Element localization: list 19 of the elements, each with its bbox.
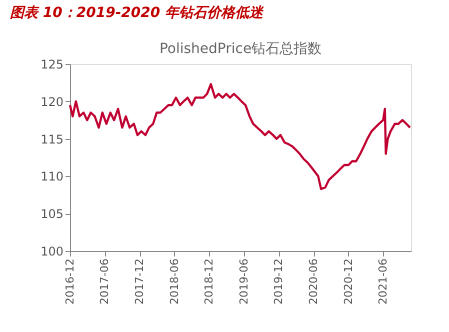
line-series: [68, 83, 412, 190]
x-tick-label: 2017-06: [98, 258, 112, 304]
x-tick-label: 2019-12: [272, 258, 286, 304]
y-tick-label: 115: [40, 132, 64, 146]
y-tick-label: 100: [40, 244, 64, 258]
x-tick-label: 2016-12: [64, 258, 76, 304]
y-tick-label: 125: [40, 58, 64, 72]
y-tick-label: 120: [40, 94, 64, 109]
y-tick-label: 105: [40, 207, 64, 222]
y-tick-label: 110: [40, 170, 64, 184]
x-tick-label: 2020-06: [307, 258, 320, 304]
x-tick-label: 2019-06: [237, 258, 250, 304]
x-tick-label: 2018-06: [168, 258, 181, 304]
x-tick-label: 2020-12: [342, 258, 355, 304]
chart-title: 图表 10：2019-2020 年钻石价格低迷: [10, 5, 264, 21]
x-tick-label: 2021-06: [376, 258, 390, 304]
x-tick-label: 2018-12: [202, 258, 216, 304]
x-tick-label: 2017-12: [133, 258, 146, 304]
chart-subtitle: PolishedPrice钻石总指数: [159, 41, 322, 57]
